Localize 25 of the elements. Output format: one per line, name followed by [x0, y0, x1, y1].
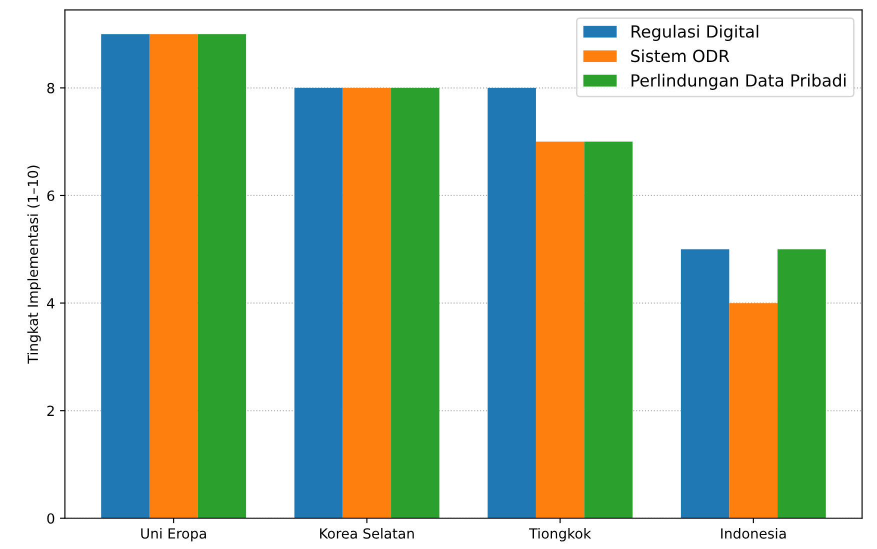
- bar: [584, 142, 633, 518]
- bar: [680, 249, 730, 518]
- x-tick-label: Uni Eropa: [141, 528, 206, 542]
- bar: [342, 88, 392, 518]
- bar: [294, 88, 343, 518]
- y-tick-label: 6: [47, 190, 54, 201]
- bar: [536, 142, 584, 518]
- y-tick-label: 2: [47, 406, 54, 416]
- legend-label: Sistem ODR: [631, 49, 730, 62]
- y-axis-title: Tingkat Implementasi (1–10): [27, 166, 41, 364]
- legend-label: Regulasi Digital: [632, 24, 758, 42]
- x-tick-label: Korea Selatan: [320, 528, 414, 539]
- bar: [198, 34, 246, 518]
- y-tick-label: 4: [47, 298, 54, 308]
- legend-label: Perlindungan Data Pribadi: [632, 74, 846, 90]
- bar: [729, 303, 778, 518]
- bar: [391, 88, 440, 518]
- bar: [101, 34, 150, 518]
- y-tick-label: 8: [47, 82, 54, 94]
- y-tick-label: 0: [47, 513, 54, 524]
- x-tick-label: Tiongkok: [529, 528, 592, 542]
- x-tick-label: Indonesia: [721, 528, 786, 539]
- bar: [149, 34, 198, 518]
- bar: [488, 88, 536, 518]
- bar: [778, 249, 826, 518]
